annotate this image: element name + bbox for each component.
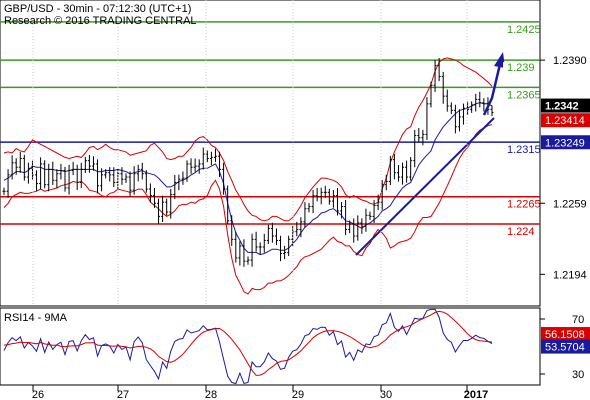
level-label: 1.2265 bbox=[507, 199, 541, 211]
price-tag-label: 1.2342 bbox=[545, 101, 579, 113]
lower-band-line bbox=[3, 124, 493, 295]
rsi-series-line bbox=[3, 308, 493, 385]
price-tag bbox=[541, 135, 590, 150]
chart-header-line2: Research © 2016 TRADING CENTRAL bbox=[4, 15, 197, 27]
level-label-bg bbox=[503, 144, 539, 156]
price-axis-label: 1.2390 bbox=[553, 55, 587, 67]
rsi-value-tag bbox=[541, 339, 590, 354]
rsi-axis-label: 30 bbox=[572, 369, 584, 381]
level-label-bg bbox=[503, 198, 539, 210]
level-lines bbox=[0, 21, 540, 225]
time-axis-label: 29 bbox=[292, 389, 304, 400]
rsi-label: RSI14 - 9MA bbox=[4, 312, 68, 324]
rsi-value-tag-label: 53.5704 bbox=[545, 342, 585, 354]
trendline bbox=[355, 117, 495, 256]
level-label: 1.239 bbox=[507, 62, 535, 74]
level-label-bg bbox=[503, 89, 539, 101]
level-label: 1.224 bbox=[507, 226, 535, 238]
rsi-value-tag-label: 56.1508 bbox=[545, 329, 585, 341]
projection-arrow-head-icon bbox=[494, 52, 505, 68]
level-labels: 1.2425 1.239 1.2365 1.2315 1.2265 1.224 bbox=[503, 23, 541, 238]
time-axis: 26 27 28 29 30 2017 bbox=[32, 0, 488, 400]
time-axis-label: 2017 bbox=[464, 389, 488, 400]
price-tag bbox=[541, 98, 590, 113]
level-label: 1.2425 bbox=[507, 24, 541, 36]
price-axis: 1.2194 1.2259 1.2390 bbox=[540, 55, 587, 281]
price-tag-label: 1.23249 bbox=[545, 137, 585, 149]
upper-band-line bbox=[3, 57, 493, 222]
time-axis-label: 30 bbox=[380, 389, 392, 400]
time-axis-label: 26 bbox=[32, 389, 44, 400]
trend-annotations bbox=[355, 52, 505, 256]
main-plot-frame bbox=[0, 0, 541, 307]
rsi-axis-label: 70 bbox=[572, 314, 584, 326]
price-tag-label: 1.23414 bbox=[545, 115, 585, 127]
rsi-lines bbox=[3, 308, 493, 385]
rsi-value-tag bbox=[541, 327, 590, 342]
price-tags: 1.2342 1.23414 1.23249 bbox=[541, 98, 590, 150]
level-label: 1.2315 bbox=[507, 144, 541, 156]
level-label: 1.2365 bbox=[507, 89, 541, 101]
price-bars bbox=[2, 57, 494, 267]
price-axis-label: 1.2194 bbox=[553, 269, 587, 281]
rsi-plot-frame bbox=[0, 307, 541, 386]
time-axis-label: 27 bbox=[117, 389, 129, 400]
price-axis-label: 1.2259 bbox=[553, 198, 587, 210]
price-tag bbox=[541, 113, 590, 128]
level-label-bg bbox=[503, 226, 539, 238]
time-axis-label: 28 bbox=[205, 389, 217, 400]
level-label-bg bbox=[503, 62, 539, 74]
chart-header-line1: GBP/USD - 30min - 07:12:30 (UTC+1) bbox=[4, 3, 191, 15]
projection-arrow-path bbox=[482, 63, 502, 116]
rsi-series-line bbox=[3, 310, 493, 376]
level-label-bg bbox=[503, 23, 539, 35]
